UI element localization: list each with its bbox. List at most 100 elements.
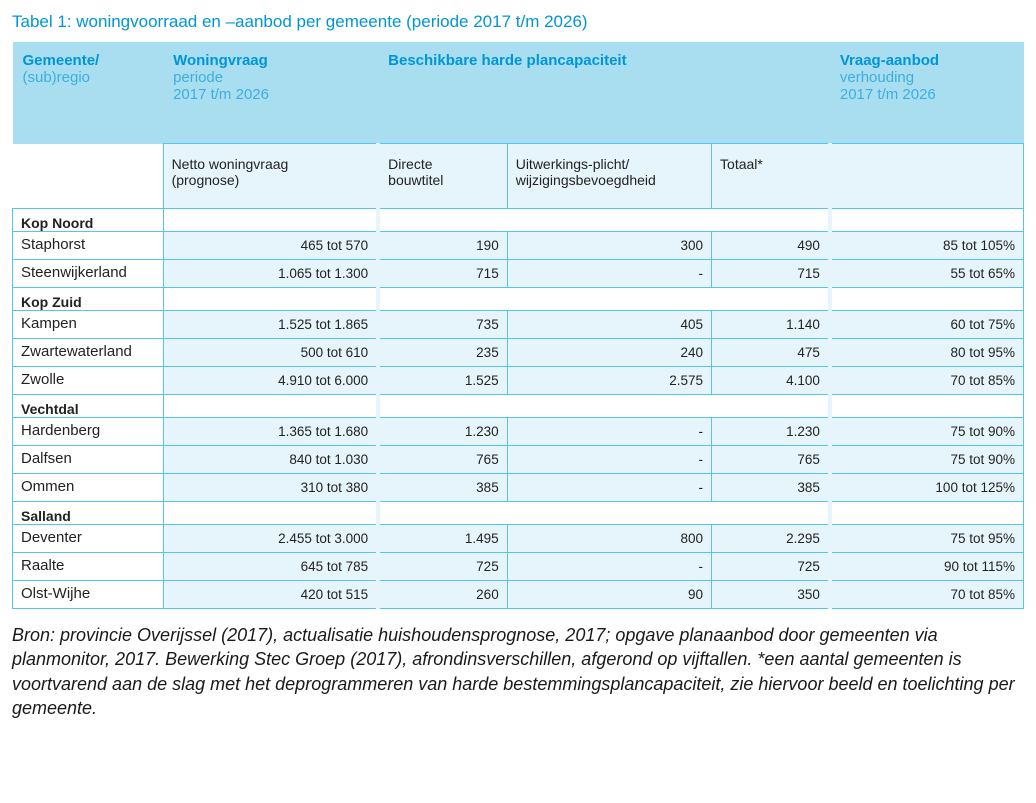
section-name: Vechtdal bbox=[13, 395, 164, 418]
hdr-sub-netto-a: Netto woningvraag bbox=[172, 156, 289, 172]
row-name: Olst-Wijhe bbox=[13, 581, 164, 609]
hdr-gemeente-a: Gemeente/ bbox=[23, 52, 154, 69]
row-verh: 60 tot 75% bbox=[830, 311, 1024, 339]
section-empty-cell bbox=[163, 209, 378, 232]
row-direct: 260 bbox=[378, 581, 507, 609]
table-row: Kampen1.525 tot 1.8657354051.14060 tot 7… bbox=[13, 311, 1024, 339]
row-vraag: 2.455 tot 3.000 bbox=[163, 525, 378, 553]
section-header-row: Kop Zuid bbox=[13, 288, 1024, 311]
hdr-sub-totaal: Totaal* bbox=[712, 144, 830, 209]
row-name: Deventer bbox=[13, 525, 164, 553]
table-header-sub: Netto woningvraag (prognose) Directe bou… bbox=[13, 144, 1024, 209]
row-name: Ommen bbox=[13, 474, 164, 502]
table-row: Raalte645 tot 785725-72590 tot 115% bbox=[13, 553, 1024, 581]
row-direct: 385 bbox=[378, 474, 507, 502]
row-totaal: 765 bbox=[712, 446, 830, 474]
table-title: Tabel 1: woningvoorraad en –aanbod per g… bbox=[12, 12, 1024, 32]
hdr-sub-direct-a: Directe bbox=[388, 156, 432, 172]
table-row: Steenwijkerland1.065 tot 1.300715-71555 … bbox=[13, 260, 1024, 288]
section-name: Kop Zuid bbox=[13, 288, 164, 311]
table-row: Hardenberg1.365 tot 1.6801.230-1.23075 t… bbox=[13, 418, 1024, 446]
row-name: Steenwijkerland bbox=[13, 260, 164, 288]
hdr-woningvraag: Woningvraag periode 2017 t/m 2026 bbox=[163, 42, 378, 144]
row-direct: 190 bbox=[378, 232, 507, 260]
hdr-vraag-aanbod: Vraag-aanbod verhouding 2017 t/m 2026 bbox=[830, 42, 1024, 144]
section-name: Kop Noord bbox=[13, 209, 164, 232]
row-uitw: - bbox=[507, 446, 711, 474]
row-uitw: - bbox=[507, 553, 711, 581]
hdr-plancapaciteit-a: Beschikbare harde plancapaciteit bbox=[388, 52, 820, 69]
hdr-vraag-aanbod-b1: verhouding bbox=[840, 69, 914, 86]
row-name: Dalfsen bbox=[13, 446, 164, 474]
row-totaal: 1.140 bbox=[712, 311, 830, 339]
section-empty-cell bbox=[378, 288, 830, 311]
hdr-sub-empty bbox=[13, 144, 164, 209]
section-empty-cell bbox=[830, 209, 1024, 232]
row-uitw: - bbox=[507, 260, 711, 288]
hdr-sub-direct-b: bouwtitel bbox=[388, 172, 443, 188]
row-totaal: 725 bbox=[712, 553, 830, 581]
row-verh: 90 tot 115% bbox=[830, 553, 1024, 581]
row-name: Staphorst bbox=[13, 232, 164, 260]
section-empty-cell bbox=[378, 209, 830, 232]
table-row: Zwolle4.910 tot 6.0001.5252.5754.10070 t… bbox=[13, 367, 1024, 395]
row-totaal: 475 bbox=[712, 339, 830, 367]
row-direct: 715 bbox=[378, 260, 507, 288]
row-verh: 70 tot 85% bbox=[830, 581, 1024, 609]
hdr-woningvraag-b1: periode bbox=[173, 69, 223, 86]
row-vraag: 500 tot 610 bbox=[163, 339, 378, 367]
row-uitw: 240 bbox=[507, 339, 711, 367]
row-name: Hardenberg bbox=[13, 418, 164, 446]
row-verh: 75 tot 90% bbox=[830, 418, 1024, 446]
hdr-vraag-aanbod-a: Vraag-aanbod bbox=[840, 52, 1014, 69]
hdr-woningvraag-a: Woningvraag bbox=[173, 52, 368, 69]
table-row: Olst-Wijhe420 tot 5152609035070 tot 85% bbox=[13, 581, 1024, 609]
row-totaal: 350 bbox=[712, 581, 830, 609]
hdr-sub-uitw-b: wijzigingsbevoegdheid bbox=[516, 172, 656, 188]
hdr-sub-verh bbox=[830, 144, 1024, 209]
row-verh: 85 tot 105% bbox=[830, 232, 1024, 260]
section-empty-cell bbox=[163, 395, 378, 418]
row-vraag: 310 tot 380 bbox=[163, 474, 378, 502]
table-row: Deventer2.455 tot 3.0001.4958002.29575 t… bbox=[13, 525, 1024, 553]
row-totaal: 4.100 bbox=[712, 367, 830, 395]
hdr-woningvraag-b2: 2017 t/m 2026 bbox=[173, 86, 269, 103]
row-uitw: 90 bbox=[507, 581, 711, 609]
hdr-gemeente: Gemeente/ (sub)regio bbox=[13, 42, 164, 144]
row-verh: 70 tot 85% bbox=[830, 367, 1024, 395]
row-name: Zwartewaterland bbox=[13, 339, 164, 367]
row-totaal: 490 bbox=[712, 232, 830, 260]
row-totaal: 715 bbox=[712, 260, 830, 288]
row-vraag: 1.525 tot 1.865 bbox=[163, 311, 378, 339]
row-totaal: 1.230 bbox=[712, 418, 830, 446]
row-uitw: 2.575 bbox=[507, 367, 711, 395]
hdr-sub-uitw: Uitwerkings-plicht/ wijzigingsbevoegdhei… bbox=[507, 144, 711, 209]
hdr-plancapaciteit: Beschikbare harde plancapaciteit bbox=[378, 42, 830, 144]
hdr-gemeente-b: (sub)regio bbox=[23, 69, 91, 86]
row-direct: 1.495 bbox=[378, 525, 507, 553]
row-vraag: 1.365 tot 1.680 bbox=[163, 418, 378, 446]
row-direct: 235 bbox=[378, 339, 507, 367]
row-direct: 1.230 bbox=[378, 418, 507, 446]
section-empty-cell bbox=[830, 395, 1024, 418]
row-name: Raalte bbox=[13, 553, 164, 581]
table-body: Kop NoordStaphorst465 tot 57019030049085… bbox=[13, 209, 1024, 609]
row-name: Zwolle bbox=[13, 367, 164, 395]
data-table: Gemeente/ (sub)regio Woningvraag periode… bbox=[12, 42, 1024, 609]
hdr-sub-direct: Directe bouwtitel bbox=[378, 144, 507, 209]
hdr-sub-netto-b: (prognose) bbox=[172, 172, 240, 188]
row-direct: 765 bbox=[378, 446, 507, 474]
section-empty-cell bbox=[378, 502, 830, 525]
section-empty-cell bbox=[163, 502, 378, 525]
row-vraag: 645 tot 785 bbox=[163, 553, 378, 581]
table-row: Zwartewaterland500 tot 61023524047580 to… bbox=[13, 339, 1024, 367]
section-header-row: Salland bbox=[13, 502, 1024, 525]
row-vraag: 1.065 tot 1.300 bbox=[163, 260, 378, 288]
section-empty-cell bbox=[163, 288, 378, 311]
row-vraag: 840 tot 1.030 bbox=[163, 446, 378, 474]
row-vraag: 4.910 tot 6.000 bbox=[163, 367, 378, 395]
row-uitw: 800 bbox=[507, 525, 711, 553]
row-direct: 735 bbox=[378, 311, 507, 339]
row-vraag: 420 tot 515 bbox=[163, 581, 378, 609]
section-header-row: Vechtdal bbox=[13, 395, 1024, 418]
